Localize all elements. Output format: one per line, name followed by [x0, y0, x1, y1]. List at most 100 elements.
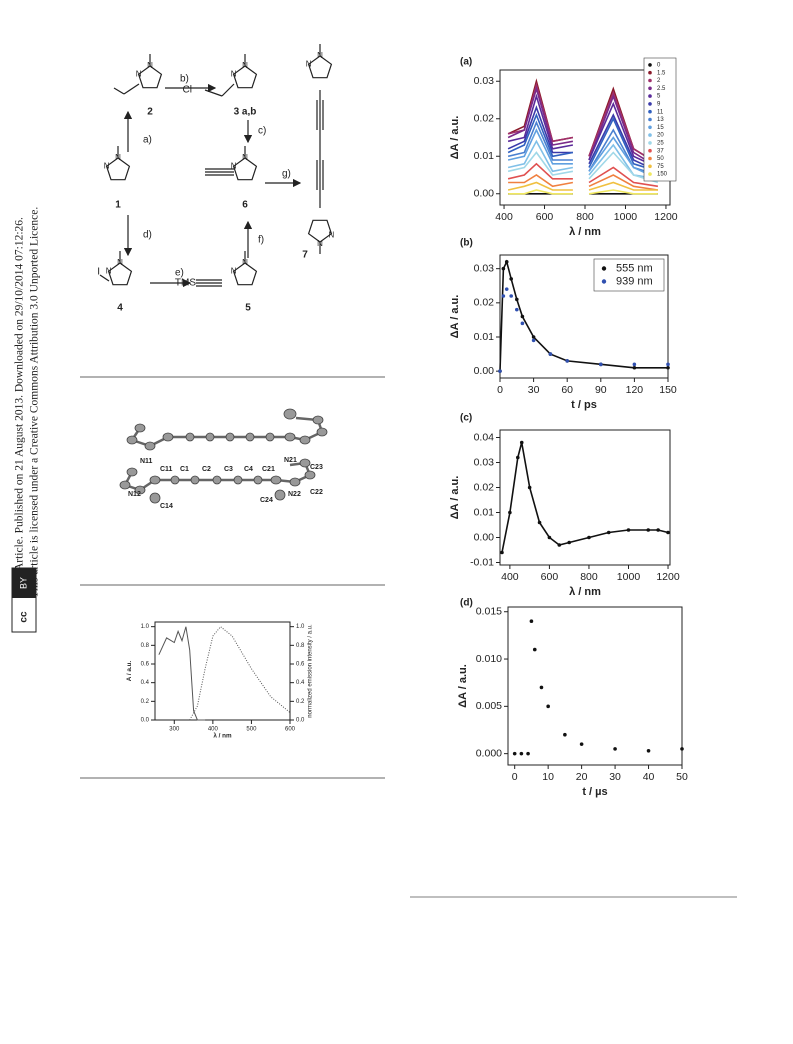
y-tick-label: 0.00	[474, 188, 495, 200]
x-tick-label: 30	[528, 384, 540, 396]
legend-marker	[648, 164, 652, 169]
x-tick-label: 60	[561, 384, 573, 396]
step-label: e)	[175, 268, 184, 279]
x-axis-label: t / µs	[582, 786, 607, 798]
atom-label: C24	[260, 497, 273, 504]
data-point	[508, 510, 512, 515]
x-tick-label: 50	[676, 771, 688, 783]
x-tick-label: 120	[626, 384, 644, 396]
x-tick-label: 10	[542, 771, 554, 783]
data-point	[646, 749, 651, 753]
legend-marker	[648, 117, 652, 122]
legend-marker	[648, 78, 652, 83]
y-tick-label: 0.02	[474, 113, 495, 125]
x-tick-label: 1200	[654, 211, 678, 223]
plot-frame	[507, 606, 683, 766]
y-tick-label: 0.000	[476, 747, 502, 759]
step-label: a)	[143, 135, 152, 146]
cc-badge-dark	[12, 568, 36, 598]
data-point	[519, 751, 524, 756]
y-tick-label: 0.01	[474, 331, 495, 343]
license-sidebar: Open Access Article. Published on 21 Aug…	[11, 207, 41, 633]
data-point	[515, 455, 520, 460]
data-point	[501, 266, 506, 271]
step-label: g)	[282, 169, 291, 180]
data-point	[531, 335, 536, 339]
compound-number: 3 a,b	[234, 107, 257, 118]
y2-tick-label: 0.2	[296, 699, 305, 705]
x-tick-label: 20	[576, 771, 588, 783]
x-tick-label: 1200	[656, 571, 680, 583]
legend-label: 1.5	[657, 70, 666, 76]
panel-label: (a)	[460, 57, 472, 68]
x-axis-label: λ / nm	[213, 731, 232, 739]
legend-label: 555 nm	[616, 262, 653, 274]
data-point	[501, 294, 506, 298]
legend-marker	[648, 63, 652, 67]
y-tick-label: 0.4	[141, 680, 150, 686]
y-tick-label: 0.0	[141, 718, 150, 724]
x-tick-label: 1000	[614, 211, 638, 223]
data-point	[512, 751, 517, 756]
data-point	[587, 535, 591, 540]
legend-marker	[601, 266, 607, 271]
data-point	[515, 297, 519, 302]
y2-tick-label: 1.0	[296, 624, 305, 630]
plot-frame	[154, 621, 291, 721]
y2-axis-label: normalized emission intensity / a.u.	[307, 624, 313, 718]
reaction-scheme	[99, 43, 335, 288]
y-tick-label: 0.04	[474, 431, 495, 443]
series-line	[507, 181, 658, 191]
x-tick-label: 150	[659, 384, 677, 396]
x-tick-label: 800	[576, 211, 594, 223]
chart: 300 400 500 6000.00.20.40.60.81.00.00.20.40…	[126, 621, 313, 739]
data-point	[547, 535, 552, 540]
atom-label: C11	[160, 466, 173, 473]
x-axis-label: t / ps	[571, 399, 597, 411]
data-point	[563, 732, 567, 737]
legend-label: 50	[657, 156, 664, 162]
legend-marker	[648, 141, 652, 145]
x-tick-label: 600	[536, 211, 554, 223]
legend-label: 25	[657, 140, 664, 146]
step-label: b)	[180, 74, 189, 85]
atom-label: C21	[262, 466, 275, 473]
legend-label: 75	[657, 164, 664, 170]
data-point	[509, 294, 513, 298]
legend-marker	[648, 86, 652, 91]
plot-frame	[499, 254, 669, 379]
data-point	[579, 742, 584, 746]
legend-label: 37	[657, 148, 664, 154]
x-tick-label: 40	[643, 771, 655, 783]
legend-marker	[648, 70, 652, 75]
data-point	[529, 619, 534, 623]
group-label: I	[97, 267, 100, 278]
compound-number: 6	[242, 200, 248, 211]
data-point	[613, 747, 617, 751]
y2-tick-label: 0.8	[296, 643, 305, 649]
compound-number: 7	[302, 250, 308, 261]
y-tick-label: 0.03	[474, 75, 495, 87]
data-point	[500, 550, 504, 555]
panel-label: (d)	[460, 598, 473, 609]
data-point	[666, 365, 670, 370]
data-point	[520, 314, 525, 319]
atom-label: N21	[284, 457, 297, 464]
y-tick-label: 0.01	[474, 150, 495, 162]
atom-label: N11	[140, 458, 153, 465]
y-tick-label: 0.010	[476, 653, 502, 665]
group-label: TMS	[175, 278, 196, 289]
y-axis-label: ΔA / a.u.	[449, 295, 461, 339]
step-label: d)	[143, 230, 152, 241]
y-tick-label: 0.00	[474, 531, 495, 543]
by-text: BY	[18, 577, 28, 589]
data-point	[567, 540, 571, 545]
data-point	[515, 307, 519, 312]
x-tick-label: 400	[208, 726, 219, 732]
chart: 0 30 60 90 120 150 0.00 0.01 0.02 0.03 t / ps ΔA / …	[449, 238, 677, 412]
legend-marker	[648, 102, 652, 106]
legend-marker	[648, 156, 652, 161]
data-point	[565, 359, 569, 363]
data-point	[520, 321, 525, 326]
panel-label: (c)	[460, 413, 472, 424]
